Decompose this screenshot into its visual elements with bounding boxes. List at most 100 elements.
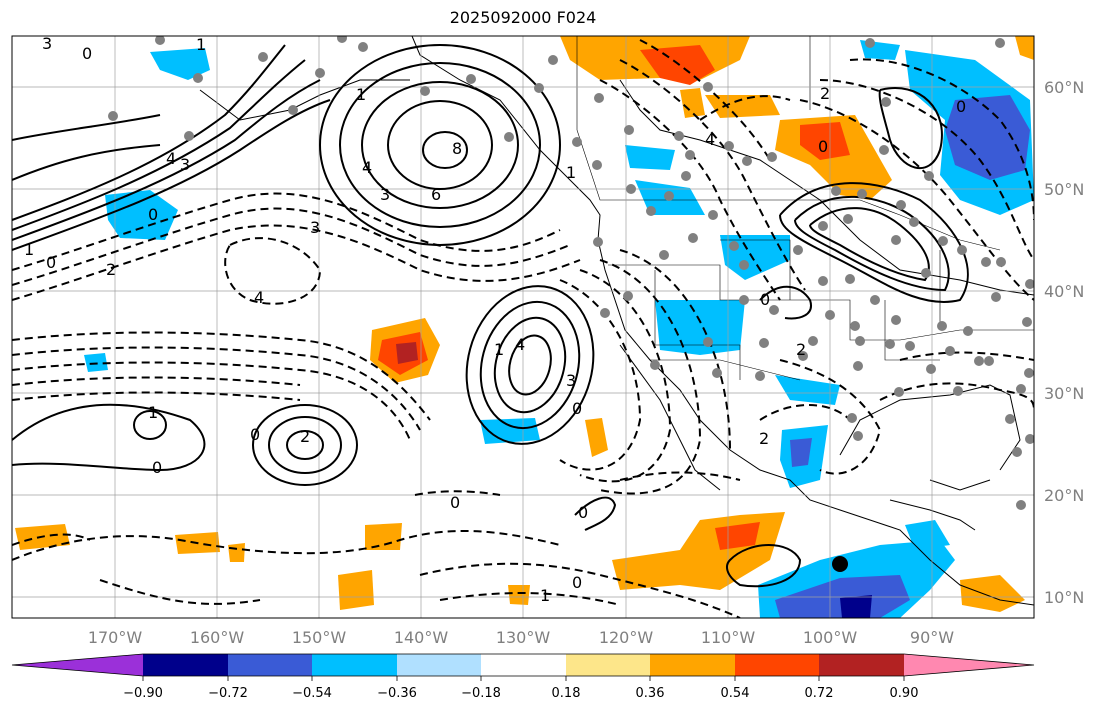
lat-label: 40°N (1044, 282, 1084, 301)
shade-negative (775, 575, 910, 618)
lat-label: 10°N (1044, 588, 1084, 607)
colorbar-segment (143, 654, 228, 676)
colorbar-segment (397, 654, 481, 676)
colorbar-tick-label: −0.90 (123, 686, 163, 701)
colorbar-segment (228, 654, 312, 676)
shade-negative (84, 353, 108, 372)
colorbar-segment (819, 654, 904, 676)
contour-label: 0 (760, 290, 770, 309)
plot-frame (11, 35, 1035, 619)
contour-label: 0 (152, 458, 162, 477)
contour-label: 2 (820, 84, 830, 103)
station-dots (108, 36, 1034, 510)
shade-positive (1015, 36, 1034, 60)
lon-label: 130°W (496, 628, 551, 647)
shade-negative (655, 300, 745, 355)
colorbar-tick-label: −0.18 (461, 686, 501, 701)
contour-label: 4 (166, 149, 176, 168)
contour-label: 1 (566, 163, 576, 182)
colorbar-segment (650, 654, 735, 676)
colorbar-segment (312, 654, 397, 676)
lon-label: 150°W (292, 628, 347, 647)
solid-contours (12, 44, 969, 588)
shade-positive (585, 418, 608, 457)
colorbar-tick-label: 0.72 (805, 686, 834, 701)
colorbar-tick-label: 0.54 (721, 686, 750, 701)
center-marker (832, 556, 848, 572)
shade-negative (625, 145, 675, 170)
shade-negative (775, 375, 840, 405)
map-title: 2025092000 F024 (449, 8, 597, 27)
shade-negative (150, 48, 210, 80)
contour-label: 0 (572, 399, 582, 418)
lat-label: 60°N (1044, 78, 1084, 97)
shade-positive (960, 575, 1025, 612)
shade-positive (228, 543, 245, 562)
contour-label: 1 (148, 403, 158, 422)
contour-label: 0 (578, 503, 588, 522)
contour-label: 0 (572, 573, 582, 592)
shade-negative (480, 418, 540, 444)
colorbar-tick-label: 0.36 (636, 686, 665, 701)
shade-positive (508, 585, 530, 605)
contour-label: 0 (46, 253, 56, 272)
contour-label: 6 (431, 185, 441, 204)
lon-label: 90°W (910, 628, 954, 647)
contour-label: 4 (515, 335, 525, 354)
anomaly-shading (15, 36, 1034, 618)
contour-label: 1 (24, 240, 34, 259)
contour-label: 0 (82, 44, 92, 63)
contour-label: 1 (356, 85, 366, 104)
contour-labels: 3 0 1 3 4 4 3 6 8 1 0 2 3 4 1 0 1 0 2 0 … (24, 34, 966, 605)
contour-label: 1 (196, 35, 206, 54)
lon-label: 110°W (701, 628, 756, 647)
colorbar-segment (12, 654, 143, 676)
shade-positive (705, 95, 780, 118)
longitude-labels: 170°W 160°W 150°W 140°W 130°W 120°W 110°… (88, 628, 954, 647)
contour-label: 0 (148, 205, 158, 224)
contour-label: 8 (452, 139, 462, 158)
lon-label: 160°W (190, 628, 245, 647)
colorbar-segment (566, 654, 650, 676)
lat-label: 50°N (1044, 180, 1084, 199)
shade-positive (338, 570, 374, 610)
colorbar-tick-label: 0.90 (890, 686, 919, 701)
latitude-labels: 60°N 50°N 40°N 30°N 20°N 10°N (1044, 78, 1084, 607)
contour-label: 0 (956, 97, 966, 116)
contour-label: 3 (42, 34, 52, 53)
colorbar-tick-label: −0.54 (292, 686, 332, 701)
shade-negative (105, 190, 178, 240)
dashed-contours (12, 39, 1034, 618)
lon-label: 170°W (88, 628, 143, 647)
contour-label: 4 (705, 130, 715, 149)
shade-positive (800, 122, 850, 160)
colorbar: −0.90 −0.72 −0.54 −0.36 −0.18 0.18 0.36 … (11, 653, 1035, 701)
colorbar-segment (904, 654, 1034, 676)
shade-positive (396, 342, 418, 364)
shade-positive (365, 523, 402, 550)
colorbar-tick-label: 0.18 (552, 686, 581, 701)
colorbar-tick-label: −0.72 (208, 686, 248, 701)
contour-label: 2 (106, 260, 116, 279)
contour-label: 3 (310, 218, 320, 237)
contour-label: 1 (540, 586, 550, 605)
contour-label: 4 (254, 288, 264, 307)
lat-label: 20°N (1044, 486, 1084, 505)
shade-negative (945, 95, 1030, 180)
lat-label: 30°N (1044, 384, 1084, 403)
contour-label: 0 (450, 493, 460, 512)
contour-label: 3 (380, 185, 390, 204)
colorbar-tick-label: −0.36 (377, 686, 417, 701)
lon-label: 140°W (394, 628, 449, 647)
contour-label: 0 (818, 137, 828, 156)
lon-label: 120°W (599, 628, 654, 647)
colorbar-segment (735, 654, 819, 676)
contour-label: 3 (566, 371, 576, 390)
contour-label: 1 (494, 340, 504, 359)
shade-negative (905, 520, 950, 550)
contour-label: 2 (300, 427, 310, 446)
contour-label: 2 (759, 429, 769, 448)
shade-negative (790, 438, 812, 467)
shade-positive (715, 522, 760, 550)
